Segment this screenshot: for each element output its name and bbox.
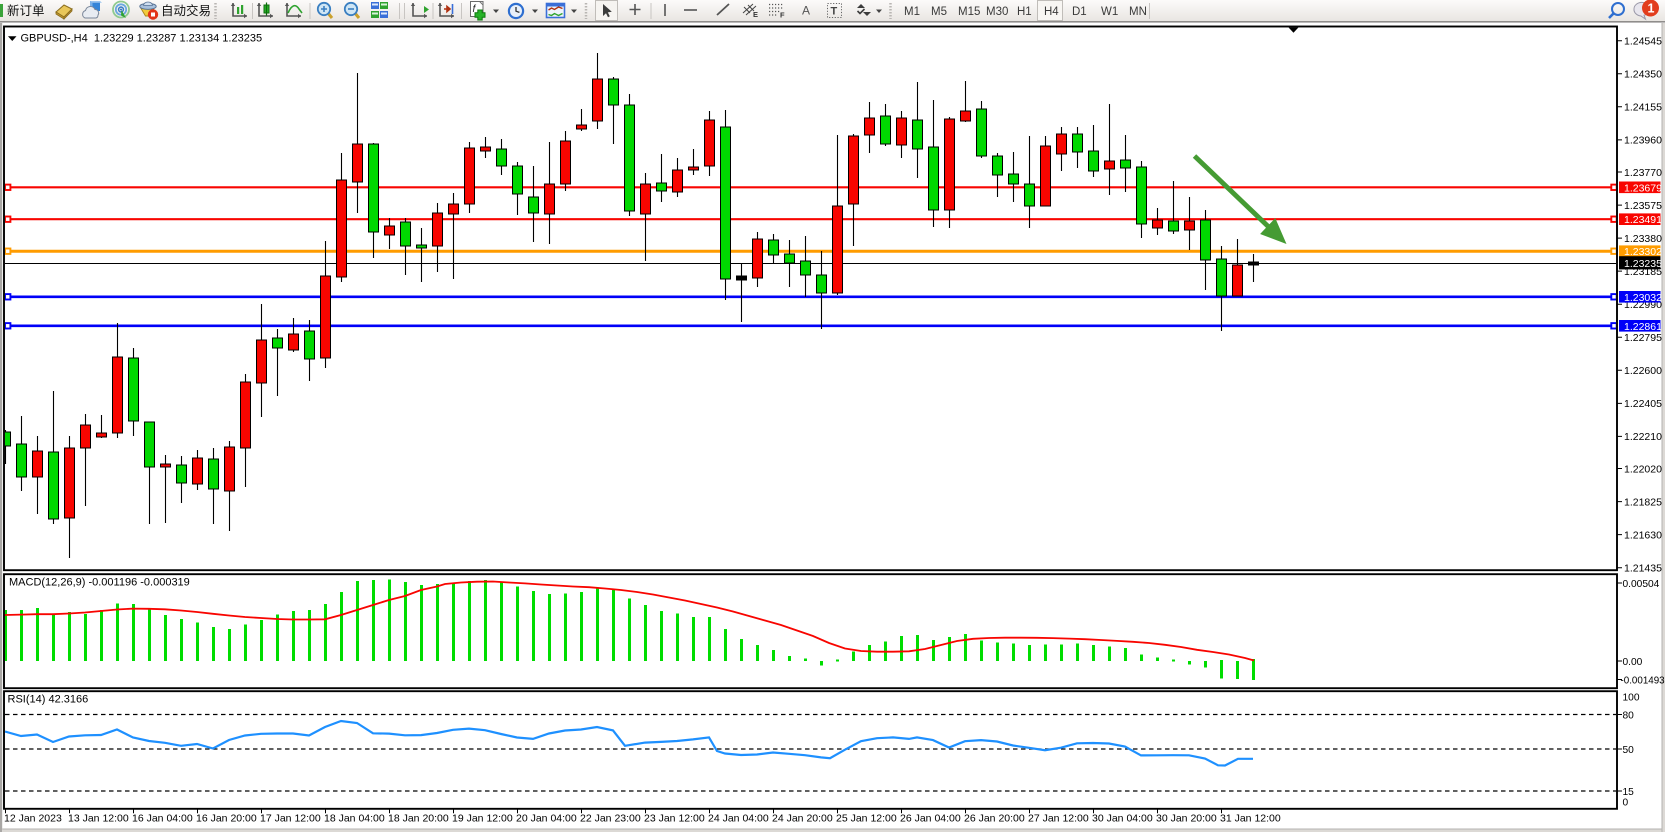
svg-text:1.23032: 1.23032: [1624, 292, 1662, 304]
svg-text:0: 0: [1623, 798, 1629, 809]
svg-text:f: f: [473, 4, 477, 15]
svg-text:M1: M1: [904, 6, 920, 18]
svg-text:12 Jan 2023: 12 Jan 2023: [4, 813, 62, 825]
svg-text:1.23491: 1.23491: [1624, 214, 1662, 226]
svg-text:MN: MN: [1129, 6, 1147, 18]
svg-text:1.22210: 1.22210: [1624, 431, 1662, 443]
svg-text:18 Jan 04:00: 18 Jan 04:00: [324, 813, 385, 825]
svg-text:31 Jan 12:00: 31 Jan 12:00: [1220, 813, 1281, 825]
svg-text:23 Jan 12:00: 23 Jan 12:00: [644, 813, 705, 825]
svg-text:1.23770: 1.23770: [1624, 167, 1662, 179]
svg-text:1.22861: 1.22861: [1624, 321, 1662, 333]
svg-text:25 Jan 12:00: 25 Jan 12:00: [836, 813, 897, 825]
svg-text:19 Jan 12:00: 19 Jan 12:00: [452, 813, 513, 825]
svg-text:16 Jan 20:00: 16 Jan 20:00: [196, 813, 257, 825]
svg-text:M30: M30: [986, 6, 1008, 18]
svg-text:1.21435: 1.21435: [1624, 562, 1662, 574]
svg-text:RSI(14) 42.3166: RSI(14) 42.3166: [8, 694, 89, 706]
svg-text:A: A: [802, 4, 810, 18]
svg-text:26 Jan 04:00: 26 Jan 04:00: [900, 813, 961, 825]
svg-text:80: 80: [1623, 711, 1635, 722]
svg-text:17 Jan 12:00: 17 Jan 12:00: [260, 813, 321, 825]
svg-text:1.22600: 1.22600: [1624, 365, 1662, 377]
svg-text:-0.001493: -0.001493: [1621, 675, 1665, 686]
svg-text:50: 50: [1623, 745, 1635, 756]
svg-text:22 Jan 23:00: 22 Jan 23:00: [580, 813, 641, 825]
svg-text:1.23302: 1.23302: [1624, 246, 1662, 258]
svg-text:26 Jan 20:00: 26 Jan 20:00: [964, 813, 1025, 825]
svg-text:100: 100: [1623, 693, 1640, 704]
svg-text:1.23679: 1.23679: [1624, 182, 1662, 194]
svg-text:20 Jan 04:00: 20 Jan 04:00: [516, 813, 577, 825]
svg-text:M15: M15: [958, 6, 980, 18]
svg-text:1.24350: 1.24350: [1624, 69, 1662, 81]
svg-text:0.00: 0.00: [1623, 657, 1643, 668]
svg-text:E: E: [753, 10, 758, 19]
svg-text:15: 15: [1623, 787, 1635, 798]
svg-text:16 Jan 04:00: 16 Jan 04:00: [132, 813, 193, 825]
svg-text:1.23235: 1.23235: [1624, 258, 1662, 270]
svg-text:1.21630: 1.21630: [1624, 529, 1662, 541]
svg-text:18 Jan 20:00: 18 Jan 20:00: [388, 813, 449, 825]
svg-text:24 Jan 20:00: 24 Jan 20:00: [772, 813, 833, 825]
svg-text:F: F: [780, 11, 785, 20]
svg-text:H1: H1: [1017, 6, 1032, 18]
svg-text:1.24545: 1.24545: [1624, 36, 1662, 48]
svg-text:30 Jan 04:00: 30 Jan 04:00: [1092, 813, 1153, 825]
svg-text:1.23960: 1.23960: [1624, 135, 1662, 147]
svg-text:1.22795: 1.22795: [1624, 332, 1662, 344]
svg-text:1: 1: [1648, 2, 1655, 16]
svg-text:1.24155: 1.24155: [1624, 102, 1662, 114]
svg-text:T: T: [831, 6, 838, 18]
svg-text:新订单: 新订单: [7, 3, 45, 18]
svg-text:1.23380: 1.23380: [1624, 233, 1662, 245]
svg-text:1.22020: 1.22020: [1624, 463, 1662, 475]
svg-text:0.00504: 0.00504: [1623, 579, 1660, 590]
svg-text:M5: M5: [931, 6, 947, 18]
svg-text:D1: D1: [1072, 6, 1087, 18]
svg-text:30 Jan 20:00: 30 Jan 20:00: [1156, 813, 1217, 825]
svg-text:1.23575: 1.23575: [1624, 200, 1662, 212]
svg-text:W1: W1: [1101, 6, 1118, 18]
svg-text:13 Jan 12:00: 13 Jan 12:00: [68, 813, 129, 825]
svg-text:自动交易: 自动交易: [161, 3, 211, 18]
svg-text:24 Jan 04:00: 24 Jan 04:00: [708, 813, 769, 825]
svg-text:1.22405: 1.22405: [1624, 398, 1662, 410]
svg-text:H4: H4: [1044, 6, 1059, 18]
svg-text:27 Jan 12:00: 27 Jan 12:00: [1028, 813, 1089, 825]
svg-text:GBPUSD-,H4 1.23229 1.23287 1.: GBPUSD-,H4 1.23229 1.23287 1.23134 1.232…: [21, 33, 263, 45]
svg-text:1.21825: 1.21825: [1624, 496, 1662, 508]
svg-text:MACD(12,26,9) -0.001196 -0.000: MACD(12,26,9) -0.001196 -0.000319: [9, 577, 190, 589]
